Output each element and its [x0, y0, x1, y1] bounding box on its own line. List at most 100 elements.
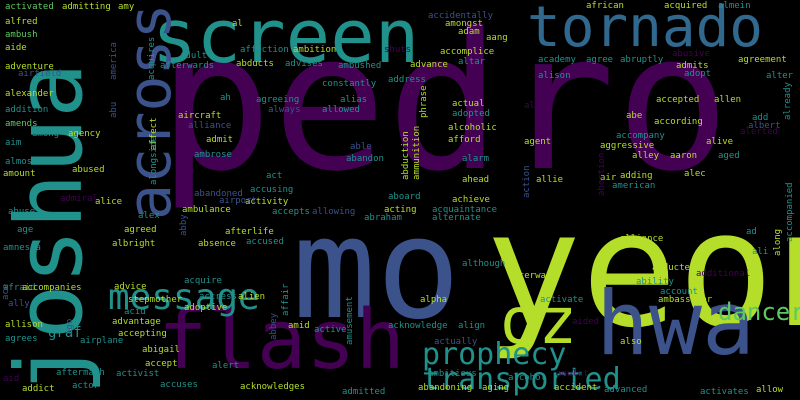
word: afford: [448, 135, 481, 145]
word: aang: [486, 33, 508, 43]
word: account: [660, 287, 698, 297]
word: adopted: [452, 109, 490, 119]
word: acquires: [147, 36, 157, 80]
word: afterlife: [225, 227, 274, 237]
word: already: [783, 82, 793, 120]
word: abigail: [142, 345, 180, 355]
word: activity: [245, 197, 289, 207]
word: abe: [626, 111, 643, 121]
word: almost: [5, 157, 38, 167]
word: ali: [752, 247, 769, 257]
word: amnesia: [3, 243, 41, 253]
word: amends: [5, 119, 38, 129]
word: actor: [72, 381, 100, 391]
word: agrees: [5, 334, 38, 344]
word-transported: transported: [422, 362, 621, 397]
word: abruptly: [620, 55, 664, 65]
word: alliance: [620, 234, 664, 244]
word: ambulance: [182, 205, 231, 215]
word: allowed: [322, 105, 360, 115]
word: action: [522, 165, 532, 198]
word: graf: [48, 325, 82, 341]
word: address: [388, 75, 426, 85]
word: alcohol: [508, 373, 546, 383]
word: accepted: [656, 95, 700, 105]
word: activate: [540, 295, 584, 305]
word: ambushed: [338, 61, 382, 71]
word: admits: [676, 61, 709, 71]
word-tornado: tornado: [527, 0, 764, 60]
word: shuts: [384, 45, 412, 55]
word: alpha: [420, 295, 448, 305]
word: activated: [5, 2, 54, 12]
word-mo: mo: [292, 188, 461, 351]
word: abused: [72, 165, 105, 175]
word: constantly: [322, 79, 377, 89]
word: abbey: [269, 312, 279, 340]
word: among: [32, 129, 60, 139]
word-oz: oz: [500, 285, 578, 359]
word: ammunition: [412, 125, 422, 180]
word: acquire: [184, 276, 222, 286]
word: airport: [219, 196, 257, 206]
word: amount: [3, 169, 36, 179]
word: al: [232, 19, 243, 29]
word-flash: flash: [158, 293, 405, 388]
word: addict: [22, 384, 55, 394]
word: alert: [212, 361, 240, 371]
word: ago: [65, 318, 75, 335]
word: alexander: [5, 89, 54, 99]
word: actual: [452, 99, 485, 109]
word: adopt: [684, 69, 712, 79]
word: alice: [95, 197, 123, 207]
word: activist: [116, 369, 160, 379]
word: accepting: [118, 329, 167, 339]
word: agree: [586, 55, 614, 65]
word: abusive: [672, 49, 710, 59]
word: alongside: [149, 136, 159, 185]
word: alarm: [462, 154, 490, 164]
word: adult: [180, 51, 208, 61]
word: additional: [696, 269, 751, 279]
word: ambush: [5, 30, 38, 40]
word: adam: [458, 27, 480, 37]
word: absence: [198, 239, 236, 249]
word: although: [462, 259, 506, 269]
word: accomplice: [440, 47, 495, 57]
word: agency: [68, 129, 101, 139]
word: adding: [620, 171, 653, 181]
word: stepmother: [128, 295, 183, 305]
word: admitted: [342, 387, 386, 397]
word: afterward: [508, 271, 557, 281]
word: altar: [458, 57, 486, 67]
word: accuses: [160, 380, 198, 390]
word: actress: [199, 292, 237, 302]
word: affair: [281, 283, 291, 316]
word: along: [773, 228, 783, 256]
word: aid: [3, 374, 20, 384]
word: actually: [434, 337, 478, 347]
word: admitting: [62, 2, 111, 12]
word: abducted: [652, 263, 696, 273]
word: alfred: [5, 17, 38, 27]
word: amongst: [445, 19, 483, 29]
word: african: [586, 1, 624, 11]
word: act: [266, 171, 283, 181]
word: age: [17, 225, 34, 235]
word: accident: [554, 383, 598, 393]
word: alliance: [188, 121, 232, 131]
word: also: [620, 337, 642, 347]
word: advanced: [604, 385, 648, 395]
word: alerted: [740, 127, 778, 137]
word: afraid: [3, 283, 36, 293]
word-pedro: pedro: [158, 0, 730, 213]
word: allen: [714, 95, 742, 105]
word: adoptive: [184, 303, 228, 313]
word: activates: [700, 387, 749, 397]
word: advises: [285, 59, 323, 69]
word: ability: [636, 277, 674, 287]
word: ambitious: [428, 369, 477, 379]
word: almein: [718, 1, 751, 11]
word: agreed: [124, 225, 157, 235]
word: acid: [124, 307, 146, 317]
